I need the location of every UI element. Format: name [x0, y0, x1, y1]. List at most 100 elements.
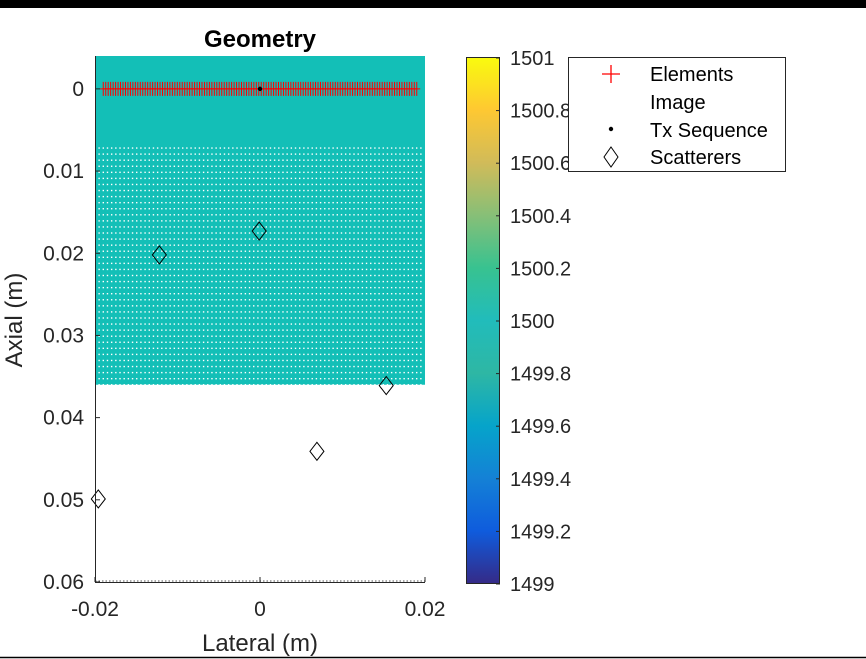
image-point — [152, 250, 155, 252]
image-point — [102, 371, 104, 374]
image-point — [173, 201, 176, 204]
image-point — [236, 183, 238, 186]
image-point — [152, 208, 155, 210]
image-point — [324, 201, 326, 204]
image-point — [215, 153, 217, 155]
image-point — [332, 159, 334, 161]
image-point — [102, 323, 104, 325]
image-point — [411, 335, 414, 337]
image-point — [370, 311, 372, 313]
image-point — [152, 384, 155, 386]
image-point — [378, 286, 380, 289]
image-point — [374, 317, 376, 319]
image-point — [248, 189, 251, 192]
image-point — [136, 335, 138, 337]
image-point — [265, 214, 267, 216]
image-point — [244, 335, 247, 337]
image-point — [186, 305, 188, 307]
image-point — [332, 195, 334, 198]
image-point — [115, 335, 117, 337]
image-point — [236, 244, 238, 246]
image-point — [207, 341, 209, 343]
image-point — [324, 353, 326, 356]
image-point — [177, 226, 180, 228]
image-point — [165, 256, 167, 258]
image-point — [102, 365, 104, 368]
image-point — [265, 250, 267, 252]
image-point — [106, 195, 109, 198]
image-point — [190, 262, 192, 265]
image-point — [106, 341, 109, 343]
image-point — [390, 371, 393, 374]
image-point — [403, 286, 405, 289]
image-point — [365, 238, 368, 240]
image-point — [244, 159, 247, 161]
image-point — [115, 214, 117, 216]
image-point — [202, 384, 205, 386]
image-point — [198, 268, 201, 271]
image-point — [349, 286, 351, 289]
image-point — [110, 335, 113, 337]
image-point — [202, 341, 205, 343]
image-point — [340, 250, 343, 252]
image-point — [349, 189, 351, 192]
image-point — [299, 177, 301, 180]
image-point — [311, 384, 313, 386]
image-point — [416, 268, 418, 271]
image-point — [119, 371, 121, 374]
image-point — [148, 293, 150, 295]
image-point — [357, 347, 359, 350]
image-point — [290, 177, 293, 180]
image-point — [119, 238, 121, 240]
image-point — [161, 377, 163, 380]
image-point — [411, 323, 414, 325]
image-point — [370, 347, 372, 350]
image-point — [173, 311, 176, 313]
image-point — [374, 195, 376, 198]
image-point — [223, 238, 226, 240]
image-point — [290, 317, 293, 319]
image-point — [257, 201, 259, 204]
image-point — [349, 268, 351, 271]
image-point — [244, 293, 247, 295]
image-point — [370, 153, 372, 155]
image-point — [307, 286, 309, 289]
image-point — [278, 311, 280, 313]
image-point — [177, 262, 180, 265]
image-point — [202, 177, 205, 180]
image-point — [336, 274, 338, 277]
image-point — [261, 256, 263, 258]
image-point — [332, 335, 334, 337]
image-point — [144, 323, 146, 325]
image-point — [190, 293, 192, 295]
image-point — [140, 329, 142, 331]
image-point — [361, 274, 364, 277]
image-point — [299, 274, 301, 277]
image-point — [395, 226, 397, 228]
image-point — [282, 232, 284, 234]
image-point — [177, 274, 180, 277]
image-point — [127, 220, 130, 222]
image-point — [365, 293, 368, 295]
image-point — [119, 341, 121, 343]
image-point — [156, 153, 159, 155]
image-point — [190, 201, 192, 204]
image-point — [315, 274, 318, 277]
image-point — [420, 280, 422, 283]
image-point — [186, 171, 188, 174]
image-point — [140, 335, 142, 337]
element-marker — [413, 81, 421, 96]
image-point — [340, 147, 343, 149]
image-point — [127, 286, 130, 289]
image-point — [357, 268, 359, 271]
image-point — [152, 147, 155, 149]
image-point — [420, 208, 422, 210]
image-point — [269, 238, 272, 240]
image-point — [370, 371, 372, 374]
image-point — [319, 208, 322, 210]
image-point — [374, 280, 376, 283]
image-point — [186, 286, 188, 289]
image-point — [131, 299, 134, 301]
image-point — [278, 274, 280, 277]
image-point — [119, 256, 121, 258]
